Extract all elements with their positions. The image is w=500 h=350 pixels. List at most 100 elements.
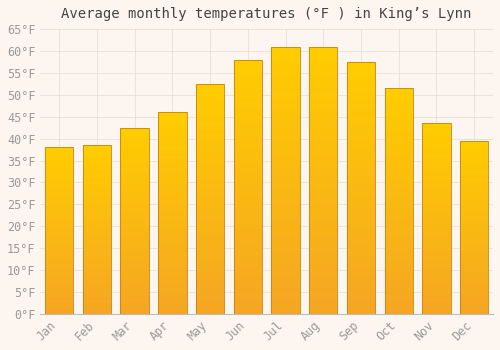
Bar xyxy=(234,301,262,306)
Bar xyxy=(196,172,224,176)
Bar xyxy=(384,303,413,306)
Bar xyxy=(272,265,299,270)
Bar xyxy=(196,199,224,203)
Bar xyxy=(234,85,262,89)
Bar xyxy=(45,228,74,231)
Bar xyxy=(45,250,74,253)
Bar xyxy=(45,311,74,314)
Bar xyxy=(460,141,488,314)
Bar xyxy=(234,238,262,242)
Bar xyxy=(120,128,149,314)
Bar xyxy=(309,136,338,140)
Bar xyxy=(196,118,224,122)
Bar xyxy=(347,209,375,213)
Bar xyxy=(45,294,74,297)
Bar xyxy=(234,280,262,284)
Bar xyxy=(45,300,74,303)
Bar xyxy=(120,162,149,165)
Bar xyxy=(460,276,488,279)
Bar xyxy=(120,218,149,221)
Bar xyxy=(309,274,338,278)
Bar xyxy=(83,154,111,156)
Bar xyxy=(234,77,262,81)
Bar xyxy=(45,147,74,150)
Bar xyxy=(347,251,375,255)
Bar xyxy=(272,220,299,225)
Bar xyxy=(309,247,338,252)
Bar xyxy=(272,47,299,314)
Bar xyxy=(309,243,338,247)
Bar xyxy=(45,256,74,258)
Bar xyxy=(309,47,338,314)
Bar xyxy=(196,99,224,103)
Bar xyxy=(196,149,224,153)
Bar xyxy=(309,203,338,207)
Bar xyxy=(347,276,375,280)
Bar xyxy=(120,205,149,208)
Bar xyxy=(272,225,299,229)
Bar xyxy=(120,227,149,230)
Bar xyxy=(234,145,262,149)
Bar xyxy=(384,88,413,314)
Bar xyxy=(120,230,149,233)
Bar xyxy=(384,261,413,265)
Bar xyxy=(234,157,262,161)
Bar xyxy=(196,241,224,245)
Bar xyxy=(460,193,488,196)
Bar xyxy=(272,243,299,247)
Bar xyxy=(158,142,186,146)
Bar xyxy=(384,201,413,205)
Bar xyxy=(158,112,186,314)
Bar xyxy=(422,193,450,196)
Bar xyxy=(309,87,338,91)
Bar xyxy=(460,170,488,173)
Bar xyxy=(422,174,450,177)
Bar xyxy=(347,301,375,306)
Bar xyxy=(460,268,488,271)
Bar xyxy=(384,276,413,280)
Bar xyxy=(120,177,149,180)
Bar xyxy=(158,304,186,307)
Bar xyxy=(120,298,149,301)
Bar xyxy=(422,247,450,250)
Bar xyxy=(384,167,413,171)
Bar xyxy=(272,309,299,314)
Bar xyxy=(272,158,299,162)
Bar xyxy=(272,162,299,167)
Bar xyxy=(384,152,413,156)
Bar xyxy=(234,170,262,174)
Bar xyxy=(272,229,299,234)
Bar xyxy=(460,190,488,193)
Bar xyxy=(45,289,74,292)
Bar xyxy=(158,220,186,223)
Bar xyxy=(384,212,413,216)
Bar xyxy=(234,132,262,136)
Bar xyxy=(83,303,111,306)
Bar xyxy=(234,72,262,77)
Bar xyxy=(45,233,74,236)
Bar xyxy=(158,163,186,166)
Bar xyxy=(422,276,450,279)
Bar xyxy=(234,183,262,187)
Bar xyxy=(196,299,224,302)
Bar xyxy=(83,269,111,272)
Bar xyxy=(460,296,488,300)
Bar xyxy=(422,270,450,273)
Bar xyxy=(347,264,375,268)
Bar xyxy=(120,267,149,271)
Bar xyxy=(309,278,338,283)
Bar xyxy=(384,220,413,224)
Bar xyxy=(422,184,450,187)
Bar xyxy=(460,294,488,296)
Bar xyxy=(422,279,450,282)
Bar xyxy=(234,233,262,238)
Bar xyxy=(347,154,375,159)
Bar xyxy=(83,148,111,151)
Bar xyxy=(45,236,74,239)
Bar xyxy=(384,197,413,201)
Bar xyxy=(196,134,224,138)
Bar xyxy=(120,258,149,261)
Bar xyxy=(196,302,224,306)
Bar xyxy=(384,171,413,175)
Bar xyxy=(45,175,74,178)
